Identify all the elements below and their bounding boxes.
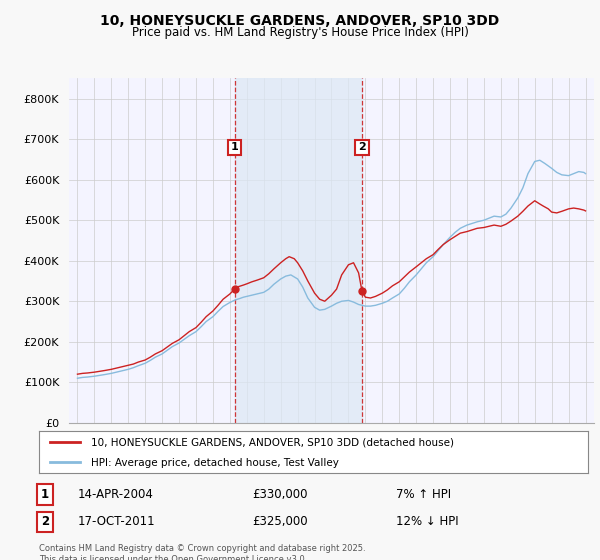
Text: HPI: Average price, detached house, Test Valley: HPI: Average price, detached house, Test… <box>91 458 339 468</box>
Text: 10, HONEYSUCKLE GARDENS, ANDOVER, SP10 3DD: 10, HONEYSUCKLE GARDENS, ANDOVER, SP10 3… <box>100 14 500 28</box>
Bar <box>235 78 362 423</box>
Text: Contains HM Land Registry data © Crown copyright and database right 2025.
This d: Contains HM Land Registry data © Crown c… <box>39 544 365 560</box>
Text: 14-APR-2004: 14-APR-2004 <box>78 488 154 501</box>
Text: 1: 1 <box>231 142 239 152</box>
Text: £325,000: £325,000 <box>252 515 308 529</box>
Text: 17-OCT-2011: 17-OCT-2011 <box>78 515 155 529</box>
Text: 2: 2 <box>358 142 366 152</box>
Text: 7% ↑ HPI: 7% ↑ HPI <box>396 488 451 501</box>
Text: 1: 1 <box>41 488 49 501</box>
Text: 10, HONEYSUCKLE GARDENS, ANDOVER, SP10 3DD (detached house): 10, HONEYSUCKLE GARDENS, ANDOVER, SP10 3… <box>91 437 454 447</box>
Text: 2: 2 <box>41 515 49 529</box>
Text: Price paid vs. HM Land Registry's House Price Index (HPI): Price paid vs. HM Land Registry's House … <box>131 26 469 39</box>
Text: 12% ↓ HPI: 12% ↓ HPI <box>396 515 458 529</box>
Text: £330,000: £330,000 <box>252 488 308 501</box>
